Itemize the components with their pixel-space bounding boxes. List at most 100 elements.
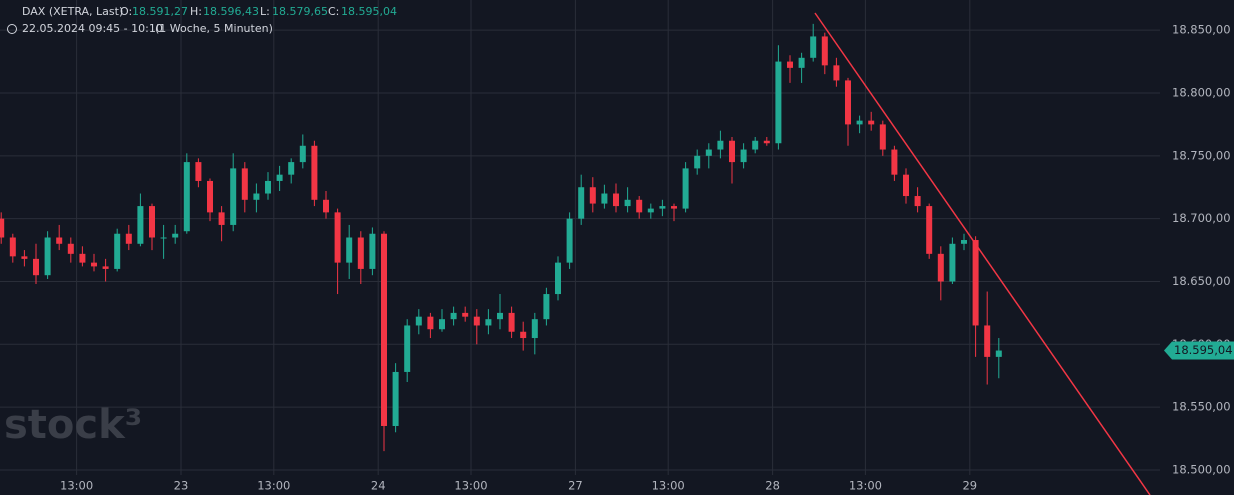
- candle-body: [659, 206, 666, 209]
- candle-body: [473, 316, 480, 326]
- candle-body: [79, 253, 86, 263]
- candle-body: [9, 237, 16, 257]
- candle-body: [415, 316, 422, 326]
- candle-body: [172, 233, 179, 238]
- x-tick-label: 28: [765, 479, 780, 493]
- interval: (1 Woche, 5 Minuten): [155, 22, 273, 35]
- candle-body: [21, 256, 28, 259]
- low-label: L:: [260, 5, 270, 18]
- y-tick-label: 18.850,00: [1172, 23, 1231, 37]
- candle-body: [601, 193, 608, 204]
- candle-body: [160, 237, 167, 239]
- candle-body: [810, 36, 817, 58]
- candle-body: [949, 243, 956, 282]
- candles: [0, 23, 1002, 452]
- candle-body: [961, 240, 967, 244]
- open-label: O:: [120, 5, 132, 18]
- candle-body: [624, 199, 631, 207]
- candle-body: [729, 140, 735, 163]
- candle-body: [276, 174, 283, 181]
- x-tick-label: 13:00: [60, 479, 93, 493]
- candle-body: [450, 312, 457, 320]
- y-tick-label: 18.550,00: [1172, 400, 1231, 414]
- price-axis: [1160, 0, 1234, 495]
- x-tick-label: 13:00: [849, 479, 882, 493]
- candle-body: [56, 237, 63, 244]
- candle-body: [369, 233, 376, 269]
- high-value: 18.596,43: [203, 5, 259, 18]
- candle-body: [903, 174, 909, 197]
- candle-body: [984, 325, 991, 357]
- candle-body: [114, 233, 121, 269]
- time-range: 22.05.2024 09:45 - 10:10: [22, 22, 163, 35]
- y-tick-label: 18.500,00: [1172, 462, 1231, 476]
- candle-body: [311, 145, 318, 200]
- watermark: stock³: [4, 402, 142, 448]
- candle-body: [67, 243, 74, 254]
- candle-body: [357, 237, 364, 269]
- candle-body: [647, 208, 654, 213]
- candle-body: [740, 149, 747, 163]
- y-tick-label: 18.700,00: [1172, 211, 1231, 225]
- candle-body: [787, 61, 793, 68]
- x-tick-label: 27: [568, 479, 583, 493]
- trend-line[interactable]: [814, 12, 1151, 495]
- candle-body: [137, 206, 144, 244]
- candle-body: [856, 120, 863, 125]
- candle-body: [44, 237, 51, 276]
- x-tick-label: 24: [371, 479, 386, 493]
- candle-body: [0, 218, 5, 238]
- header: DAX (XETRA, Last) O: 18.591,27 H: 18.596…: [7, 5, 397, 35]
- candle-body: [972, 240, 979, 326]
- x-tick-label: 13:00: [257, 479, 290, 493]
- candle-body: [868, 120, 875, 125]
- y-tick-label: 18.750,00: [1172, 148, 1231, 162]
- candle-body: [543, 294, 550, 320]
- x-tick-label: 13:00: [652, 479, 685, 493]
- candle-body: [891, 149, 898, 175]
- low-value: 18.579,65: [272, 5, 328, 18]
- candle-body: [671, 206, 677, 209]
- y-tick-label: 18.650,00: [1172, 274, 1231, 288]
- candle-body: [636, 199, 643, 213]
- candle-body: [102, 266, 109, 269]
- last-price-label: 18.595,04: [1174, 343, 1233, 357]
- close-label: C:: [328, 5, 339, 18]
- candle-body: [845, 80, 851, 125]
- candle-body: [879, 124, 886, 150]
- candle-body: [230, 168, 237, 225]
- candle-body: [392, 371, 399, 426]
- candle-body: [531, 319, 538, 339]
- symbol: DAX (XETRA, Last): [22, 5, 123, 18]
- open-value: 18.591,27: [132, 5, 188, 18]
- candle-body: [299, 145, 306, 163]
- candle-body: [334, 212, 341, 263]
- candle-body: [91, 262, 97, 267]
- candle-body: [323, 199, 329, 213]
- candle-body: [207, 180, 213, 213]
- candle-body: [125, 233, 132, 244]
- candle-body: [520, 331, 527, 339]
- candle-body: [717, 140, 724, 150]
- candle-body: [613, 193, 619, 207]
- candle-body: [821, 36, 828, 66]
- candle-body: [265, 180, 271, 194]
- candle-body: [682, 168, 689, 209]
- candle-body: [33, 258, 39, 276]
- candle-body: [439, 319, 445, 330]
- candle-body: [149, 206, 155, 238]
- candle-body: [462, 312, 469, 317]
- close-value: 18.595,04: [341, 5, 397, 18]
- candle-body: [937, 253, 944, 282]
- candle-body: [183, 162, 190, 232]
- candle-body: [578, 187, 585, 219]
- candle-body: [404, 325, 411, 372]
- candle-body: [833, 65, 840, 81]
- candle-body: [914, 196, 921, 207]
- candle-body: [427, 316, 434, 330]
- candle-body: [485, 319, 492, 326]
- high-label: H:: [190, 5, 202, 18]
- x-tick-label: 23: [174, 479, 189, 493]
